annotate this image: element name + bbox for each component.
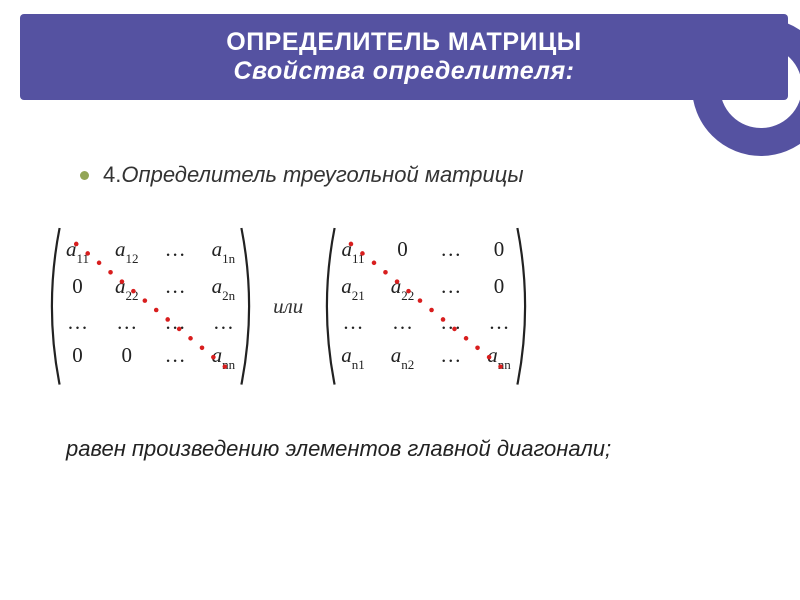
title-line-2: Свойства определителя: [140,57,668,86]
matrix-cell: … [440,311,461,334]
matrix-cell: 0 [115,344,139,371]
title-line-1: ОПРЕДЕЛИТЕЛЬ МАТРИЦЫ [140,28,668,57]
matrices-row: a11a12…a1n0a22…a2n…………00…ann или a110…0a… [52,230,748,383]
paren-right-icon [513,226,535,387]
matrix-cell: 0 [66,344,89,371]
matrix-cell: … [165,311,186,334]
conclusion-text: равен произведению элементов главной диа… [66,436,611,462]
matrix-upper-triangular: a11a12…a1n0a22…a2n…………00…ann [52,230,249,383]
matrix-cell: 0 [66,275,89,302]
matrix-cell: a21 [341,275,365,302]
connector-word: или [273,294,303,319]
matrix-cell: a11 [66,238,89,265]
matrix-cell: a22 [391,275,415,302]
matrix-cell: … [165,238,186,265]
matrix-cell: … [391,311,415,334]
matrix-cell: … [115,311,139,334]
bullet-dot-icon [80,171,89,180]
matrix-cell: a11 [341,238,365,265]
matrix-lower-triangular: a11 0 … 0 a21 a22 … 0 … … … … an1 an2 … ann [327,230,525,383]
matrix-cell: … [440,238,461,265]
matrix-cell: … [341,311,365,334]
matrix-cell: … [66,311,89,334]
title-band: ОПРЕДЕЛИТЕЛЬ МАТРИЦЫ Свойства определите… [20,14,788,100]
bullet-text: 4.Определитель треугольной матрицы [103,162,524,188]
matrix-cell: … [165,275,186,302]
matrix-cell: … [440,344,461,371]
matrix-cell: a12 [115,238,139,265]
matrix-cell: ann [487,344,511,371]
matrix-cell: … [440,275,461,302]
matrix-cell: a2n [212,275,236,302]
matrix-cell: 0 [391,238,415,265]
matrix-cell: an2 [391,344,415,371]
matrix-cell: … [165,344,186,371]
bullet-item: 4.Определитель треугольной матрицы [80,162,524,188]
paren-left-icon [42,226,64,387]
matrix-cell: a22 [115,275,139,302]
matrix-cell: 0 [487,238,511,265]
paren-left-icon [317,226,339,387]
matrix-cell: 0 [487,275,511,302]
paren-right-icon [237,226,259,387]
matrix-cell: … [212,311,236,334]
matrix-cell: a1n [212,238,236,265]
matrix-cell: ann [212,344,236,371]
matrix-cell: … [487,311,511,334]
matrix-cell: an1 [341,344,365,371]
